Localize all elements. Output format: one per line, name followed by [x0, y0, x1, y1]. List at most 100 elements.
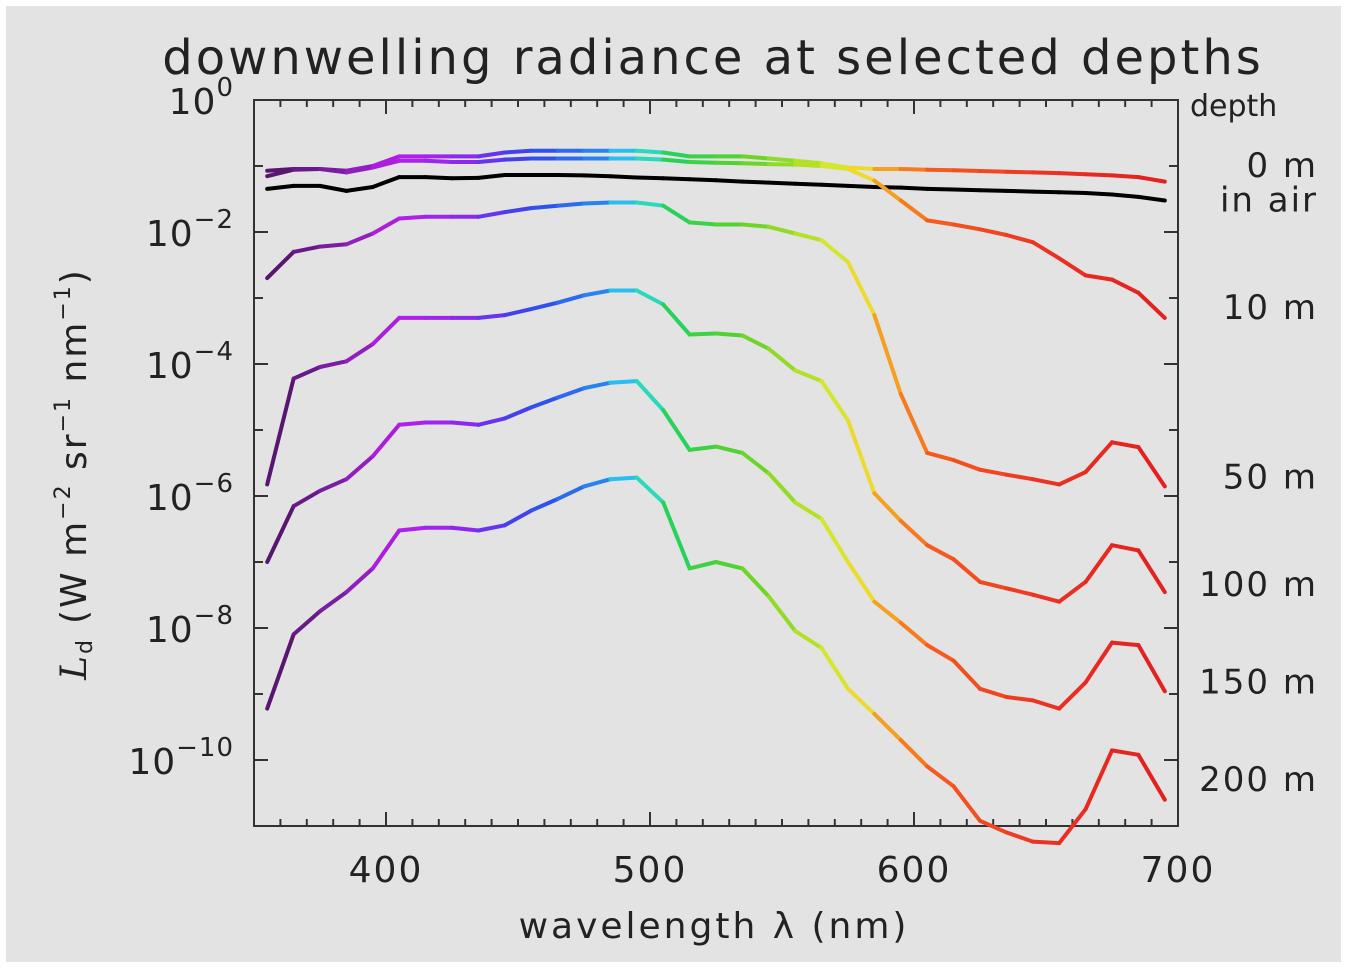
series-segment — [555, 201, 586, 208]
series-segment — [978, 686, 1009, 699]
series-segment — [846, 167, 877, 183]
series-segment — [502, 156, 534, 162]
series-segment — [687, 560, 718, 571]
series-segment — [661, 408, 692, 452]
series-segment — [634, 148, 666, 155]
series-segment — [872, 491, 903, 523]
series-segment — [793, 181, 824, 187]
series-segment — [1057, 256, 1088, 278]
series-segment — [370, 158, 402, 170]
series-segment — [819, 238, 850, 265]
series-segment — [529, 203, 560, 211]
y-tick-base: 10 — [146, 346, 194, 387]
series-segment — [1083, 191, 1114, 197]
series-segment — [634, 379, 666, 413]
series-segment — [714, 160, 745, 166]
depth-legend-title: depth — [1190, 89, 1277, 124]
series-segment — [370, 528, 402, 571]
series-segment — [1030, 189, 1062, 195]
series-segment — [370, 216, 402, 236]
series-segment — [951, 187, 982, 193]
y-axis-symbol: L — [54, 654, 95, 681]
series-segment — [740, 161, 771, 167]
series-segment — [634, 288, 666, 307]
series-segment — [318, 359, 349, 369]
y-tick-exponent: −10 — [176, 733, 234, 763]
series-segment — [344, 231, 375, 247]
series-segment — [898, 620, 930, 648]
series-segment — [766, 162, 798, 167]
series-segment — [925, 218, 956, 227]
series-segment — [502, 148, 534, 155]
y-tick-base: 10 — [169, 82, 217, 123]
series-segment — [450, 525, 481, 533]
series-segment — [318, 477, 349, 493]
series-segment — [291, 244, 322, 254]
x-tick-label: 600 — [877, 850, 952, 891]
series-segment — [898, 167, 930, 172]
series-segment — [1057, 171, 1088, 177]
series-segment — [846, 165, 877, 171]
series-segment — [819, 379, 850, 423]
series-segment — [925, 186, 956, 192]
series-segment — [265, 249, 296, 281]
series-segment — [819, 516, 850, 564]
series-segment — [318, 183, 349, 193]
y-tick-label: 10−6 — [146, 469, 234, 519]
series-segment — [846, 260, 877, 318]
series-segment — [397, 525, 428, 533]
series-segment — [1136, 445, 1167, 489]
series-segment — [370, 175, 402, 189]
series-segment — [1004, 472, 1035, 482]
series-segment — [1057, 190, 1088, 195]
depth-label: 100 m — [1199, 565, 1318, 605]
x-axis-label: wavelength λ (nm) — [519, 906, 910, 947]
series-segment — [661, 150, 692, 159]
series-segment — [898, 198, 930, 223]
series-segment — [582, 200, 613, 206]
series-segment — [582, 173, 613, 179]
series-segment — [661, 176, 692, 182]
series-segment — [344, 566, 375, 595]
series-segment — [1083, 543, 1114, 584]
svg-text:Ld(W m−2 sr−1 nm−1): Ld(W m−2 sr−1 nm−1) — [51, 268, 98, 681]
y-axis-label: Ld(W m−2 sr−1 nm−1) — [51, 268, 98, 681]
y-axis-units-mid: sr — [54, 432, 95, 483]
radiance-chart: downwelling radiance at selected depths … — [51, 30, 1318, 947]
y-tick-exponent: −8 — [194, 601, 234, 631]
series-segment — [476, 416, 507, 427]
series-segment — [978, 579, 1009, 591]
series-segment — [634, 175, 666, 181]
series-10-m — [265, 200, 1167, 489]
series-segment — [714, 178, 745, 184]
series-segment — [1083, 172, 1114, 178]
series-segment — [898, 518, 930, 548]
series-segment — [582, 477, 613, 489]
y-axis-subscript: d — [73, 638, 98, 654]
series-segment — [793, 158, 824, 166]
series-segment — [1136, 290, 1167, 320]
series-segment — [476, 150, 507, 159]
series-segment — [661, 203, 692, 225]
series-segment — [661, 302, 692, 337]
series-segment — [740, 566, 771, 599]
series-segment — [978, 169, 1009, 174]
series-segment — [529, 395, 560, 410]
series-segment — [555, 386, 586, 400]
series-150-m — [265, 475, 1167, 846]
series-segment — [872, 178, 903, 203]
series-segment — [555, 293, 586, 305]
series-segment — [951, 557, 982, 584]
series-segment — [1004, 695, 1035, 703]
depth-label: 150 m — [1199, 662, 1318, 702]
y-tick-exponent: −6 — [194, 469, 234, 499]
series-segment — [1057, 680, 1088, 711]
series-segment — [740, 222, 771, 229]
series-segment — [872, 313, 903, 397]
series-segment — [819, 182, 850, 188]
series-segment — [925, 167, 956, 173]
y-axis-units-mid2: nm — [54, 321, 95, 396]
series-segment — [1136, 194, 1167, 203]
series-segment — [793, 231, 824, 243]
series-segment — [370, 422, 402, 459]
